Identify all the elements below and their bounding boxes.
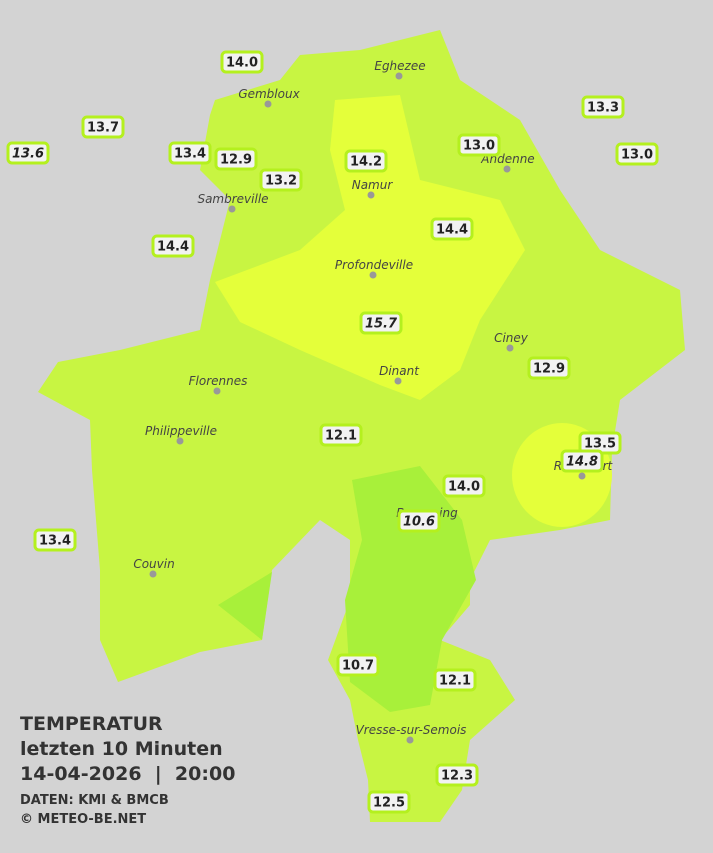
town-name: Profondeville xyxy=(335,258,413,272)
station-box xyxy=(397,509,441,533)
station-box xyxy=(151,234,195,258)
legend: TEMPERATUR letzten 10 Minuten 14-04-2026… xyxy=(20,713,235,827)
town-dot xyxy=(578,472,586,480)
station-box xyxy=(33,528,77,552)
station-box xyxy=(259,168,303,192)
station-value: 14.8 xyxy=(566,455,598,470)
town-name: Gembloux xyxy=(238,87,300,101)
station-value: 12.1 xyxy=(325,429,357,444)
town-dot xyxy=(369,271,377,279)
town-dot xyxy=(406,736,414,744)
station-value: 12.1 xyxy=(439,674,471,689)
station-box xyxy=(81,115,125,139)
station-box xyxy=(6,141,50,165)
station-value: 12.5 xyxy=(373,796,405,811)
station-value: 13.7 xyxy=(87,121,119,136)
station-value: 13.6 xyxy=(12,147,44,162)
station-box xyxy=(319,423,363,447)
warm-zone xyxy=(215,95,525,400)
town-dot xyxy=(394,377,402,385)
station-value: 12.9 xyxy=(533,362,565,377)
town-dot xyxy=(503,165,511,173)
station-box xyxy=(367,790,411,814)
legend-source: DATEN: KMI & BMCB xyxy=(20,793,169,808)
town-name: Dinant xyxy=(379,364,420,378)
town-dot xyxy=(228,205,236,213)
station-value: 13.4 xyxy=(174,147,206,162)
cool-zone xyxy=(345,466,476,712)
station-box xyxy=(433,668,477,692)
town-name: Couvin xyxy=(133,557,174,571)
station-box xyxy=(581,95,625,119)
town-name: Ciney xyxy=(494,331,529,345)
station-value: 12.9 xyxy=(220,153,252,168)
town-dot xyxy=(213,387,221,395)
town-name: Philippeville xyxy=(145,424,217,438)
station-box xyxy=(442,474,486,498)
station-box xyxy=(214,147,258,171)
station-box xyxy=(527,356,571,380)
station-box xyxy=(336,653,380,677)
station-box xyxy=(168,141,212,165)
station-box xyxy=(359,311,403,335)
station-value: 13.4 xyxy=(39,534,71,549)
town-dot xyxy=(176,437,184,445)
station-box xyxy=(435,763,479,787)
station-box xyxy=(560,449,604,473)
town-dot xyxy=(506,344,514,352)
station-value: 14.4 xyxy=(157,240,189,255)
station-box xyxy=(220,50,264,74)
town-name: Vresse-sur-Semois xyxy=(356,723,467,737)
station-box xyxy=(430,217,474,241)
legend-title: TEMPERATUR xyxy=(20,713,163,735)
station-value: 14.0 xyxy=(226,56,258,71)
station-value: 13.0 xyxy=(621,148,653,163)
town-dot xyxy=(264,100,272,108)
station-value: 12.3 xyxy=(441,769,473,784)
station-value: 13.5 xyxy=(584,437,616,452)
legend-copyright: © METEO-BE.NET xyxy=(20,812,146,827)
station-value: 14.4 xyxy=(436,223,468,238)
town-dot xyxy=(395,72,403,80)
station-value: 10.7 xyxy=(342,659,374,674)
town-name: Florennes xyxy=(189,374,248,388)
legend-subtitle: letzten 10 Minuten xyxy=(20,738,223,760)
cool-zone xyxy=(218,572,272,640)
station-value: 13.2 xyxy=(265,174,297,189)
station-value: 13.3 xyxy=(587,101,619,116)
station-value: 14.2 xyxy=(350,155,382,170)
station-box xyxy=(457,133,501,157)
town-dot xyxy=(367,191,375,199)
station-value: 10.6 xyxy=(403,515,435,530)
legend-datetime: 14-04-2026 | 20:00 xyxy=(20,763,235,785)
town-name: Eghezee xyxy=(374,59,425,73)
station-value: 15.7 xyxy=(365,317,398,332)
town-name: Namur xyxy=(352,178,394,192)
town-name: Sambreville xyxy=(197,192,268,206)
station-box xyxy=(344,149,388,173)
station-value: 13.0 xyxy=(463,139,495,154)
station-box xyxy=(615,142,659,166)
town-dot xyxy=(149,570,157,578)
station-value: 14.0 xyxy=(448,480,480,495)
